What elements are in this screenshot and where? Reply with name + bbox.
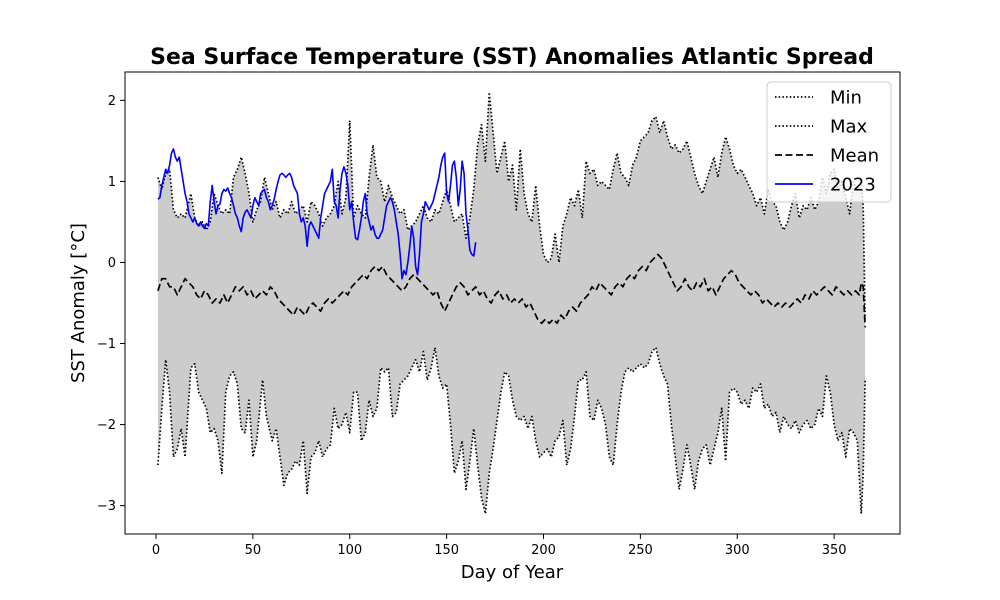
- x-tick-label: 200: [531, 543, 556, 558]
- y-tick-label: 0: [108, 256, 116, 271]
- y-tick-label: 1: [108, 175, 116, 190]
- y-tick-label: −2: [97, 418, 116, 433]
- y-tick-label: 2: [108, 94, 116, 109]
- x-tick-label: 100: [337, 543, 362, 558]
- legend-label-min: Min: [830, 88, 862, 109]
- x-axis-label: Day of Year: [461, 562, 564, 583]
- series-line-mean: [157, 253, 866, 328]
- x-tick-label: 250: [628, 543, 653, 558]
- series-line-max: [157, 91, 866, 320]
- legend-label-2023: 2023: [830, 175, 876, 196]
- plot-area: [157, 91, 866, 515]
- x-tick-label: 50: [245, 543, 262, 558]
- legend-label-max: Max: [830, 117, 868, 138]
- x-tick-label: 0: [152, 543, 160, 558]
- chart-title: Sea Surface Temperature (SST) Anomalies …: [150, 45, 874, 70]
- x-tick-label: 150: [434, 543, 459, 558]
- y-axis-label: SST Anomaly [°C]: [68, 223, 89, 383]
- series-line-2023: [157, 148, 477, 280]
- legend-box: [766, 81, 892, 203]
- legend-label-mean: Mean: [830, 146, 879, 167]
- axes-frame: [124, 71, 901, 535]
- x-tick-label: 350: [822, 543, 847, 558]
- series-line-min: [157, 346, 866, 515]
- y-tick-label: −3: [97, 499, 116, 514]
- y-tick-label: −1: [97, 337, 116, 352]
- x-tick-label: 300: [725, 543, 750, 558]
- legend: Min Max Mean 2023: [766, 81, 892, 203]
- axis-ticks: 0 50 100 150 200 250 300 350 −3 −2 −1 0 1 2: [97, 94, 847, 558]
